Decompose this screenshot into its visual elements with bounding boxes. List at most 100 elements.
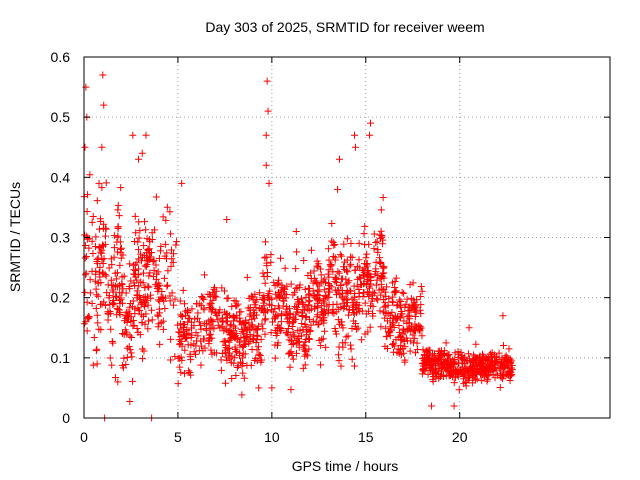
data-point bbox=[307, 246, 315, 254]
data-point bbox=[340, 263, 348, 271]
data-point bbox=[86, 276, 94, 284]
data-point bbox=[247, 324, 255, 332]
data-point bbox=[140, 269, 148, 277]
data-point bbox=[355, 289, 363, 297]
data-point bbox=[457, 348, 465, 356]
data-point bbox=[396, 301, 404, 309]
data-point bbox=[243, 273, 251, 281]
data-point bbox=[418, 355, 426, 363]
data-point bbox=[92, 347, 100, 355]
data-point bbox=[284, 318, 292, 326]
data-point bbox=[389, 315, 397, 323]
data-point bbox=[429, 375, 437, 383]
data-point bbox=[465, 324, 473, 332]
data-point bbox=[176, 363, 184, 371]
data-point bbox=[435, 353, 443, 361]
data-point bbox=[344, 311, 352, 319]
data-point bbox=[235, 317, 243, 325]
data-point bbox=[183, 334, 191, 342]
y-tick-label: 0.2 bbox=[51, 290, 71, 306]
data-point bbox=[94, 292, 102, 300]
data-point bbox=[264, 268, 272, 276]
data-point bbox=[81, 242, 89, 250]
data-point bbox=[99, 269, 107, 277]
data-point bbox=[237, 308, 245, 316]
data-point bbox=[248, 322, 256, 330]
data-point bbox=[477, 371, 485, 379]
data-point bbox=[298, 312, 306, 320]
data-point bbox=[109, 339, 117, 347]
data-point bbox=[130, 279, 138, 287]
data-point bbox=[277, 318, 285, 326]
data-point bbox=[485, 361, 493, 369]
data-point bbox=[81, 254, 89, 262]
data-point bbox=[329, 253, 337, 261]
data-point bbox=[256, 289, 264, 297]
data-point bbox=[117, 296, 125, 304]
data-point bbox=[237, 358, 245, 366]
data-point bbox=[331, 286, 339, 294]
data-point bbox=[334, 268, 342, 276]
data-point bbox=[292, 349, 300, 357]
data-point bbox=[418, 287, 426, 295]
data-point bbox=[313, 313, 321, 321]
data-point bbox=[314, 286, 322, 294]
data-point bbox=[133, 325, 141, 333]
data-point bbox=[386, 329, 394, 337]
data-point bbox=[141, 303, 149, 311]
data-point bbox=[214, 316, 222, 324]
data-point bbox=[145, 272, 153, 280]
data-point bbox=[261, 253, 269, 261]
data-point bbox=[342, 275, 350, 283]
data-point bbox=[245, 339, 253, 347]
data-point bbox=[295, 343, 303, 351]
data-point bbox=[209, 288, 217, 296]
data-point bbox=[373, 276, 381, 284]
data-point bbox=[406, 281, 414, 289]
data-point bbox=[379, 236, 387, 244]
data-point bbox=[405, 315, 413, 323]
data-point bbox=[118, 330, 126, 338]
data-point bbox=[181, 300, 189, 308]
data-point bbox=[416, 306, 424, 314]
data-point bbox=[262, 315, 270, 323]
data-point bbox=[372, 281, 380, 289]
data-point bbox=[137, 278, 145, 286]
data-point bbox=[306, 290, 314, 298]
data-point bbox=[294, 300, 302, 308]
data-point bbox=[309, 279, 317, 287]
data-point bbox=[418, 332, 426, 340]
data-point bbox=[424, 351, 432, 359]
data-point bbox=[352, 325, 360, 333]
data-point bbox=[386, 332, 394, 340]
data-point bbox=[206, 301, 214, 309]
data-point bbox=[88, 218, 96, 226]
data-point bbox=[468, 371, 476, 379]
data-point bbox=[260, 292, 268, 300]
data-point bbox=[188, 324, 196, 332]
data-point bbox=[362, 254, 370, 262]
data-point bbox=[209, 318, 217, 326]
data-point bbox=[197, 361, 205, 369]
data-point bbox=[439, 371, 447, 379]
data-point bbox=[301, 285, 309, 293]
data-point bbox=[305, 345, 313, 353]
data-point bbox=[82, 83, 90, 91]
data-point bbox=[83, 235, 91, 243]
data-point bbox=[272, 311, 280, 319]
data-point bbox=[177, 368, 185, 376]
data-point bbox=[167, 230, 175, 238]
data-point bbox=[331, 325, 339, 333]
data-point bbox=[200, 304, 208, 312]
y-tick-label: 0.6 bbox=[51, 49, 71, 65]
data-point bbox=[161, 305, 169, 313]
data-point bbox=[484, 368, 492, 376]
data-point bbox=[174, 380, 182, 388]
data-point bbox=[227, 329, 235, 337]
data-point bbox=[325, 273, 333, 281]
x-tick-label: 5 bbox=[174, 429, 182, 445]
data-point bbox=[198, 293, 206, 301]
data-point bbox=[246, 331, 254, 339]
data-point bbox=[141, 320, 149, 328]
data-point bbox=[261, 279, 269, 287]
